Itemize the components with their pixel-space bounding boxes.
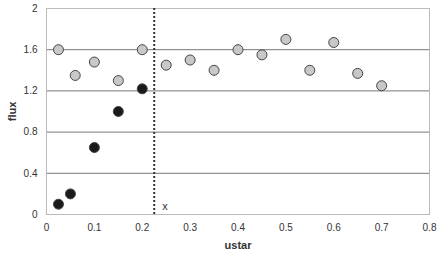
svg-text:ustar: ustar — [225, 239, 253, 251]
svg-text:flux: flux — [6, 101, 18, 121]
svg-text:0.3: 0.3 — [183, 222, 197, 233]
svg-text:1.2: 1.2 — [24, 85, 38, 96]
svg-text:0: 0 — [32, 209, 38, 220]
svg-text:0.4: 0.4 — [24, 168, 38, 179]
svg-text:0.5: 0.5 — [279, 222, 293, 233]
svg-text:0.2: 0.2 — [135, 222, 149, 233]
svg-text:0.6: 0.6 — [327, 222, 341, 233]
svg-text:1.6: 1.6 — [24, 44, 38, 55]
svg-text:0.7: 0.7 — [375, 222, 389, 233]
svg-text:0: 0 — [44, 222, 50, 233]
svg-text:2: 2 — [32, 3, 38, 14]
svg-text:0.1: 0.1 — [87, 222, 101, 233]
svg-text:x: x — [162, 200, 168, 212]
svg-text:0.8: 0.8 — [24, 126, 38, 137]
svg-text:0.4: 0.4 — [231, 222, 245, 233]
svg-text:0.8: 0.8 — [423, 222, 437, 233]
